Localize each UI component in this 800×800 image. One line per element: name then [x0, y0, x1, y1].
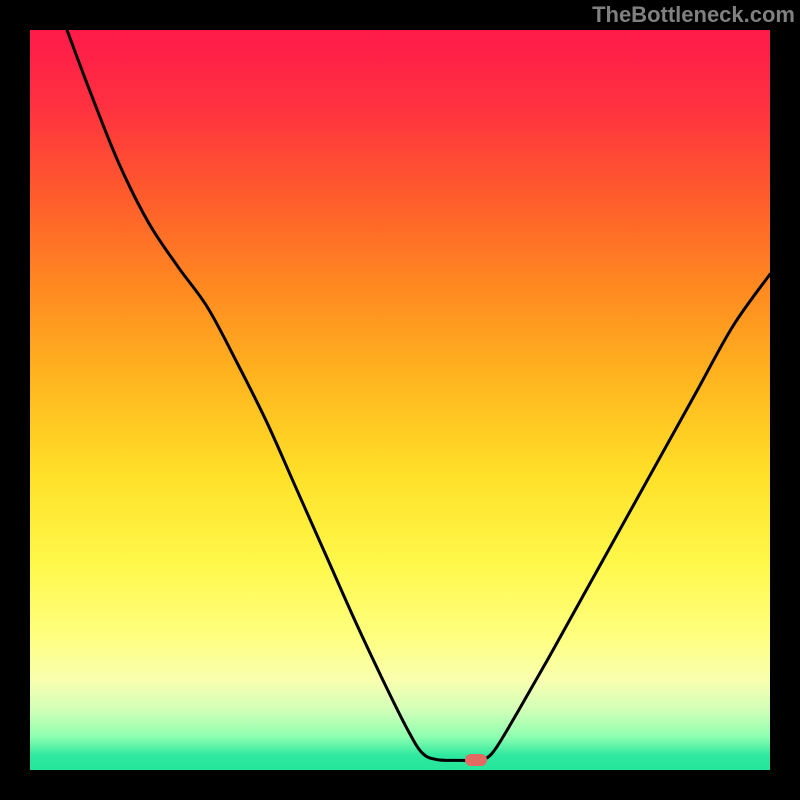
watermark-text: TheBottleneck.com — [592, 2, 795, 28]
bottleneck-curve — [30, 30, 770, 770]
plot-area — [30, 30, 770, 770]
minimum-marker — [465, 754, 487, 766]
